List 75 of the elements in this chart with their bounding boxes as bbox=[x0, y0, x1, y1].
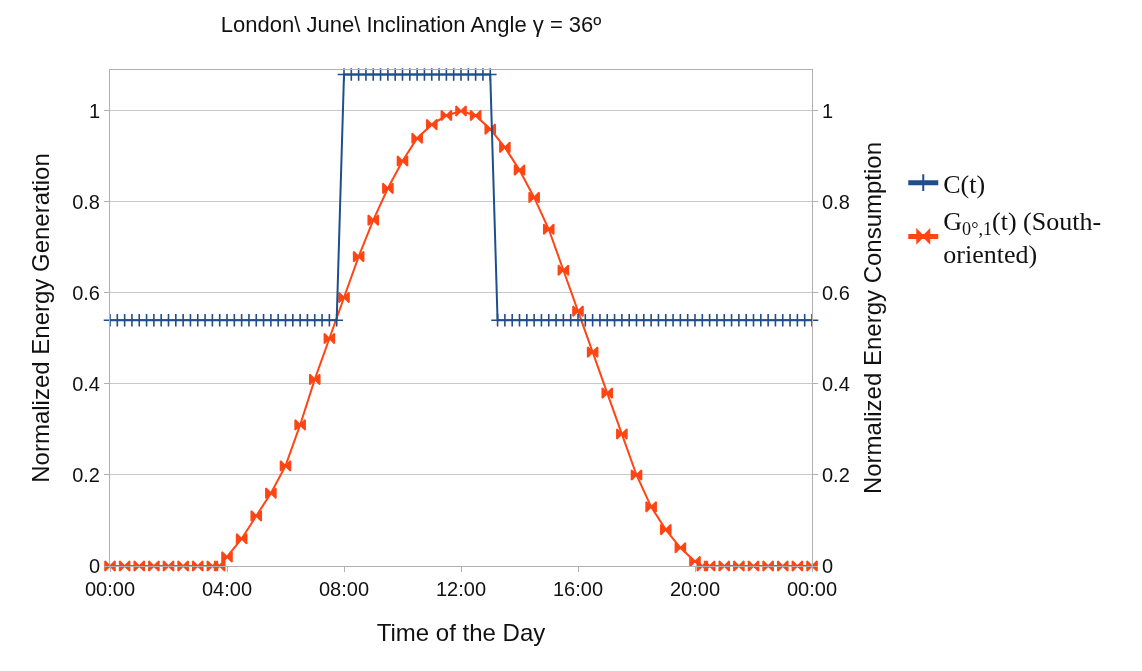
point bbox=[572, 305, 584, 317]
point bbox=[396, 155, 409, 167]
point bbox=[352, 250, 365, 263]
point bbox=[411, 132, 423, 145]
point bbox=[440, 109, 453, 122]
point bbox=[630, 469, 643, 481]
point bbox=[294, 419, 306, 431]
point bbox=[528, 191, 540, 204]
y2-tick-label: 1 bbox=[822, 99, 834, 122]
x-tick-label: 16:00 bbox=[552, 578, 604, 600]
y-axis-title: Normalized Energy Generation bbox=[27, 153, 55, 483]
point bbox=[133, 560, 146, 572]
point bbox=[762, 560, 774, 572]
point bbox=[806, 560, 818, 572]
point bbox=[265, 487, 277, 499]
y-tick-label: 0.2 bbox=[72, 463, 100, 486]
point bbox=[776, 560, 789, 572]
x-axis-title: Time of the Day bbox=[376, 619, 546, 647]
y-tick-label: 1 bbox=[88, 99, 100, 122]
legend-label: G$_{0°,1}$(t) (South-oriented) bbox=[943, 206, 1102, 270]
point bbox=[659, 523, 672, 536]
point bbox=[469, 109, 482, 122]
x-tick-label: 08:00 bbox=[318, 578, 370, 600]
y2-tick-label: 0.6 bbox=[822, 281, 850, 304]
y-tick-label: 0.8 bbox=[72, 190, 100, 213]
x-tick-label: 00:00 bbox=[84, 578, 136, 600]
point bbox=[382, 182, 394, 195]
point bbox=[484, 123, 497, 135]
point bbox=[791, 560, 804, 572]
y-tick-label: 0.4 bbox=[72, 372, 100, 395]
x-tick-label: 04:00 bbox=[201, 578, 253, 600]
point bbox=[696, 560, 709, 572]
point bbox=[191, 560, 204, 572]
point bbox=[425, 118, 438, 131]
legend-label: C(t) bbox=[943, 169, 986, 199]
point bbox=[104, 560, 116, 572]
point bbox=[747, 560, 760, 572]
point bbox=[499, 141, 511, 154]
point bbox=[235, 532, 248, 545]
point bbox=[645, 501, 657, 513]
point bbox=[513, 164, 526, 176]
point bbox=[733, 560, 745, 572]
x-tick-label: 20:00 bbox=[669, 578, 721, 600]
point bbox=[718, 560, 731, 572]
point bbox=[206, 560, 219, 572]
point bbox=[177, 560, 189, 572]
point bbox=[221, 551, 233, 563]
point bbox=[455, 105, 467, 117]
y2-tick-label: 0 bbox=[822, 555, 834, 577]
y2-axis-title: Normalized Energy Consumption bbox=[859, 141, 887, 495]
point bbox=[338, 291, 350, 304]
y2-tick-label: 0.2 bbox=[822, 463, 850, 486]
point bbox=[586, 346, 599, 358]
y2-tick-label: 0.4 bbox=[822, 372, 850, 395]
point bbox=[323, 332, 336, 345]
point bbox=[118, 560, 131, 572]
point bbox=[674, 542, 687, 554]
point bbox=[279, 460, 292, 472]
point bbox=[162, 560, 175, 572]
point bbox=[542, 223, 555, 236]
point bbox=[308, 373, 321, 386]
x-tick-label: 12:00 bbox=[435, 578, 487, 600]
point bbox=[601, 387, 614, 399]
point bbox=[703, 560, 716, 572]
x-tick-label: 00:00 bbox=[786, 578, 838, 600]
point bbox=[557, 264, 570, 277]
point bbox=[148, 560, 160, 572]
point bbox=[213, 560, 226, 572]
y-tick-label: 0 bbox=[88, 555, 100, 577]
y-tick-label: 0.6 bbox=[72, 281, 100, 304]
y2-tick-label: 0.8 bbox=[822, 190, 850, 213]
point bbox=[616, 428, 628, 440]
point bbox=[367, 214, 380, 226]
chart-title: London\ June\ Inclination Angle γ = 36º bbox=[220, 12, 602, 38]
point bbox=[250, 510, 263, 522]
